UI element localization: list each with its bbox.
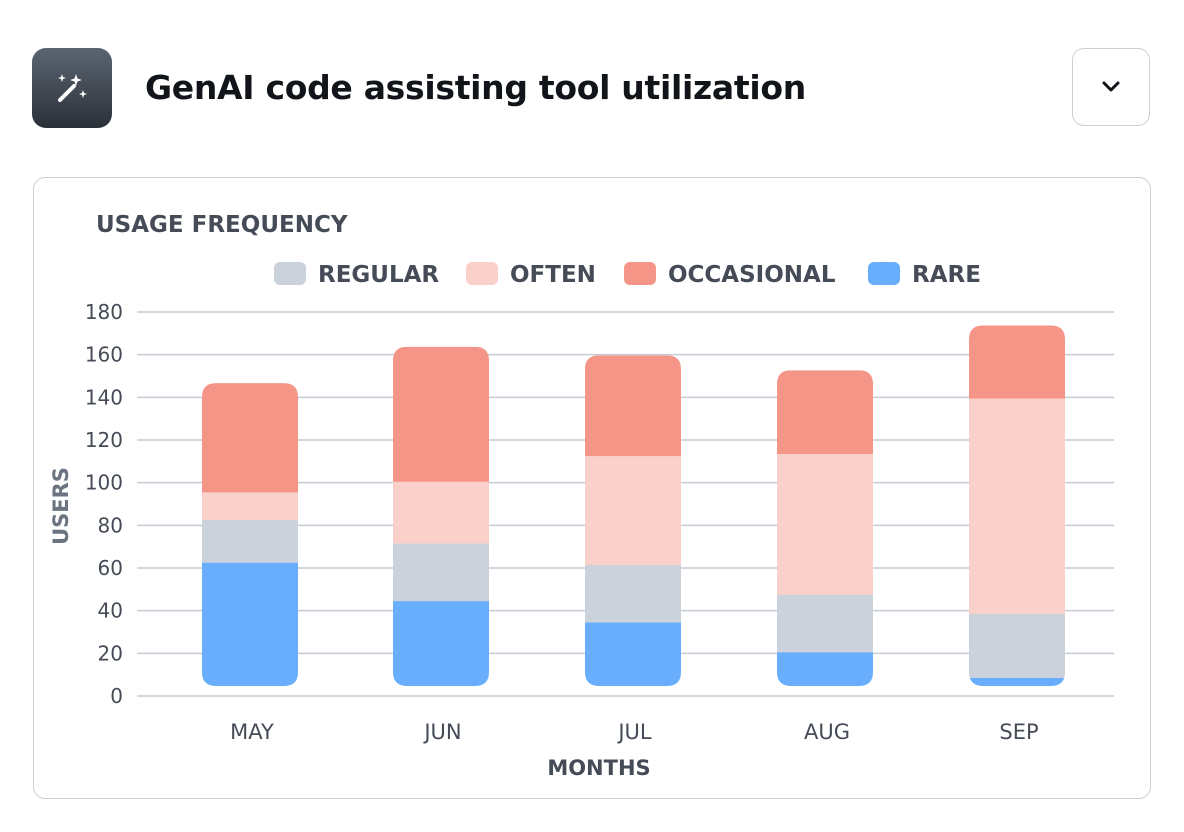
y-tick-label: 40: [98, 599, 123, 623]
legend-label: REGULAR: [318, 262, 439, 288]
y-tick-label: 180: [85, 300, 123, 324]
bar-stack-sep: [969, 325, 1065, 686]
legend-item-occasional: OCCASIONAL: [624, 262, 836, 288]
x-axis-ticks: MAY JUN JUL AUG SEP: [230, 720, 1038, 744]
chart-title: USAGE FREQUENCY: [96, 212, 348, 238]
chevron-down-icon: [1102, 81, 1120, 92]
bar-segment-rare: [969, 677, 1065, 686]
legend-label: OCCASIONAL: [668, 262, 836, 288]
legend-swatch: [274, 262, 306, 285]
bar-segment-rare: [777, 651, 873, 686]
x-tick-label: MAY: [230, 720, 274, 744]
bar-stack-jul: [585, 355, 681, 687]
x-tick-label: AUG: [804, 720, 850, 744]
bar-segment-rare: [393, 600, 489, 687]
y-tick-label: 140: [85, 385, 123, 409]
legend-swatch: [466, 262, 498, 285]
bar-stack-may: [202, 383, 298, 687]
y-axis-ticks: 0 20 40 60 80 100 120 140 160 180: [85, 300, 123, 708]
x-axis-label: MONTHS: [547, 756, 650, 780]
dropdown-button[interactable]: [1072, 48, 1150, 126]
bar-segment-regular: [969, 613, 1065, 678]
bar-segment-rare: [202, 562, 298, 687]
y-tick-label: 160: [85, 343, 123, 367]
bar-segment-regular: [777, 594, 873, 653]
bar-segment-occasional: [777, 370, 873, 454]
bar-segment-occasional: [202, 383, 298, 493]
bar-stack-aug: [777, 370, 873, 686]
bar-segment-occasional: [969, 325, 1065, 399]
chart-bars: [202, 325, 1065, 687]
bar-segment-often: [393, 481, 489, 544]
chart-legend: REGULAR OFTEN OCCASIONAL RARE: [274, 262, 981, 288]
legend-label: RARE: [912, 262, 981, 288]
y-tick-label: 20: [98, 641, 123, 665]
y-tick-label: 120: [85, 428, 123, 452]
chart-card: USAGE FREQUENCY REGULAR OFTEN OCCASIONAL RA…: [33, 177, 1151, 799]
legend-item-regular: REGULAR: [274, 262, 439, 288]
legend-swatch: [624, 262, 656, 285]
y-tick-label: 80: [98, 513, 123, 537]
bar-segment-regular: [585, 564, 681, 623]
bar-segment-occasional: [585, 355, 681, 457]
bar-segment-occasional: [393, 346, 489, 482]
bar-segment-regular: [393, 543, 489, 602]
bar-stack-jun: [393, 346, 489, 687]
legend-swatch: [868, 262, 900, 285]
y-tick-label: 100: [85, 471, 123, 495]
app-icon: [32, 48, 112, 128]
x-tick-label: JUL: [616, 720, 652, 744]
x-tick-label: SEP: [999, 720, 1038, 744]
x-tick-label: JUN: [422, 720, 461, 744]
bar-segment-often: [202, 491, 298, 521]
y-tick-label: 0: [110, 684, 123, 708]
bar-segment-often: [585, 455, 681, 565]
bar-segment-regular: [202, 519, 298, 563]
bar-segment-often: [969, 398, 1065, 614]
legend-item-often: OFTEN: [466, 262, 596, 288]
legend-item-rare: RARE: [868, 262, 981, 288]
usage-frequency-chart: USAGE FREQUENCY REGULAR OFTEN OCCASIONAL RA…: [49, 212, 1114, 780]
bar-segment-rare: [585, 622, 681, 687]
legend-label: OFTEN: [510, 262, 596, 288]
bar-segment-often: [777, 453, 873, 595]
y-axis-label: USERS: [49, 467, 73, 545]
magic-wand-sparkles-icon: [58, 74, 87, 102]
page-title: GenAI code assisting tool utilization: [145, 68, 806, 107]
y-tick-label: 60: [98, 556, 123, 580]
